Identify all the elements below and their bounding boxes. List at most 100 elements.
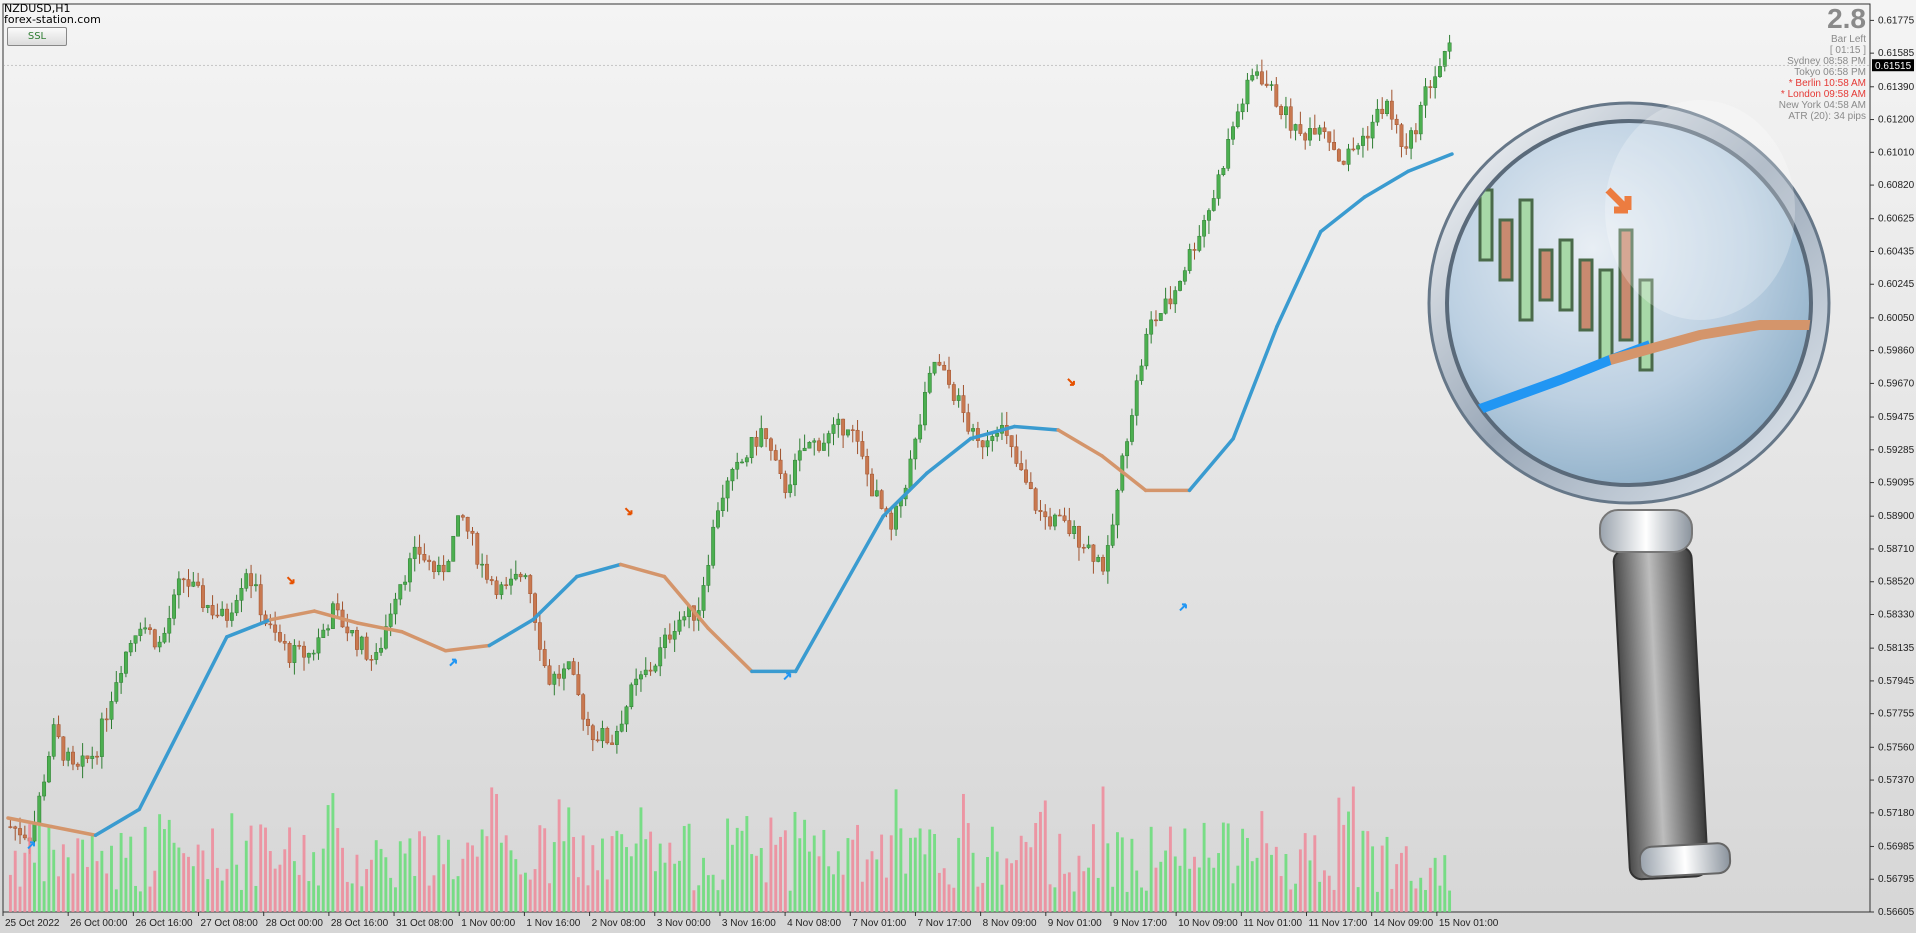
volume-bar bbox=[1034, 823, 1038, 912]
volume-bar bbox=[716, 890, 720, 912]
candle-body bbox=[1033, 488, 1038, 511]
volume-bar bbox=[1448, 890, 1452, 912]
volume-bar bbox=[230, 813, 234, 912]
candle-body bbox=[1168, 298, 1173, 305]
volume-bar bbox=[1197, 867, 1201, 912]
ssl-line-segment bbox=[575, 562, 623, 579]
volume-bar bbox=[485, 836, 489, 912]
candle-body bbox=[297, 645, 302, 647]
volume-bar bbox=[408, 838, 412, 912]
buy-signal-arrow bbox=[1179, 603, 1187, 612]
candle-body bbox=[220, 608, 225, 616]
volume-bar bbox=[721, 879, 725, 912]
volume-bar bbox=[254, 885, 258, 912]
x-tick-label: 28 Oct 00:00 bbox=[266, 918, 324, 929]
symbol-label: NZDUSD,H1 bbox=[4, 2, 71, 15]
volume-bar bbox=[1298, 849, 1302, 912]
candle-body bbox=[831, 424, 836, 434]
candle-body bbox=[37, 795, 42, 825]
volume-bar bbox=[538, 825, 542, 912]
candle-body bbox=[1144, 333, 1149, 367]
candle-body bbox=[316, 637, 321, 654]
volume-bar bbox=[966, 823, 970, 912]
volume-bar bbox=[745, 816, 749, 912]
candle-body bbox=[13, 826, 18, 829]
volume-bar bbox=[475, 856, 479, 912]
zoomed-sell-arrow bbox=[1605, 187, 1632, 214]
volume-bar bbox=[1347, 811, 1350, 912]
candle-body bbox=[1187, 249, 1192, 271]
x-tick-label: 4 Nov 08:00 bbox=[787, 918, 841, 929]
candle-body bbox=[802, 447, 807, 452]
volume-bar bbox=[177, 847, 181, 912]
candle-body bbox=[1447, 42, 1452, 52]
candle-body bbox=[889, 512, 894, 530]
volume-bar bbox=[312, 852, 316, 912]
ssl-line-segment bbox=[881, 471, 929, 518]
ssl-line-segment bbox=[662, 574, 710, 631]
volume-bar bbox=[1241, 828, 1245, 912]
volume-bar bbox=[215, 867, 219, 912]
volume-bar bbox=[61, 844, 65, 912]
candle-body bbox=[403, 581, 408, 585]
ssl-toggle-button[interactable]: SSL bbox=[7, 27, 67, 46]
volume-bar bbox=[134, 885, 137, 912]
volume-bar bbox=[71, 873, 75, 912]
x-tick-label: 7 Nov 17:00 bbox=[917, 918, 971, 929]
candle-body bbox=[1101, 557, 1105, 572]
volume-bar bbox=[904, 873, 908, 912]
info-row: * London 09:58 AM bbox=[1780, 89, 1866, 100]
volume-bar bbox=[697, 885, 701, 912]
candle-body bbox=[586, 718, 590, 726]
candle-body bbox=[225, 608, 229, 621]
spread-value: 2.8 bbox=[1827, 3, 1866, 34]
candle-body bbox=[244, 573, 249, 589]
y-tick-label: 0.56605 bbox=[1878, 907, 1915, 918]
volume-bar bbox=[1289, 889, 1293, 912]
candle-body bbox=[1375, 108, 1380, 123]
volume-bar bbox=[138, 891, 142, 912]
volume-bar bbox=[1067, 872, 1071, 912]
candle-body bbox=[932, 361, 937, 374]
candle-body bbox=[725, 480, 730, 499]
volume-bar bbox=[1029, 847, 1033, 912]
candle-body bbox=[1221, 168, 1226, 175]
candle-body bbox=[196, 581, 201, 586]
candle-body bbox=[836, 418, 841, 425]
volume-bar bbox=[167, 819, 171, 912]
volume-bar bbox=[981, 882, 985, 912]
candle-body bbox=[985, 440, 990, 448]
volume-bar bbox=[191, 866, 195, 912]
candle-body bbox=[273, 624, 278, 633]
candle-body bbox=[1091, 544, 1096, 562]
volume-bar bbox=[162, 829, 166, 912]
volume-bar bbox=[1173, 856, 1177, 912]
volume-bar bbox=[562, 841, 566, 912]
candle-body bbox=[123, 651, 128, 674]
volume-bar bbox=[1091, 824, 1095, 912]
volume-bar bbox=[1096, 877, 1100, 912]
volume-bar bbox=[1168, 826, 1172, 912]
candle-body bbox=[677, 619, 682, 632]
volume-bar bbox=[1371, 846, 1375, 912]
ssl-line-segment bbox=[443, 643, 492, 653]
volume-bar bbox=[1245, 837, 1249, 912]
candle-body bbox=[1370, 121, 1375, 139]
candle-body bbox=[672, 631, 677, 640]
volume-bar bbox=[389, 877, 393, 912]
info-row: ATR (20): 34 pips bbox=[1788, 111, 1866, 122]
volume-bar bbox=[379, 848, 383, 912]
candle-body bbox=[778, 459, 783, 474]
candle-body bbox=[1206, 210, 1211, 221]
volume-bar bbox=[52, 849, 56, 912]
candle-body bbox=[1110, 524, 1115, 546]
volume-bar bbox=[1385, 836, 1389, 912]
volume-bar bbox=[1279, 876, 1283, 912]
y-tick-label: 0.56985 bbox=[1878, 841, 1915, 852]
candle-body bbox=[383, 626, 388, 649]
volume-bar bbox=[18, 886, 22, 912]
candle-body bbox=[562, 668, 566, 679]
candle-body bbox=[667, 634, 672, 640]
